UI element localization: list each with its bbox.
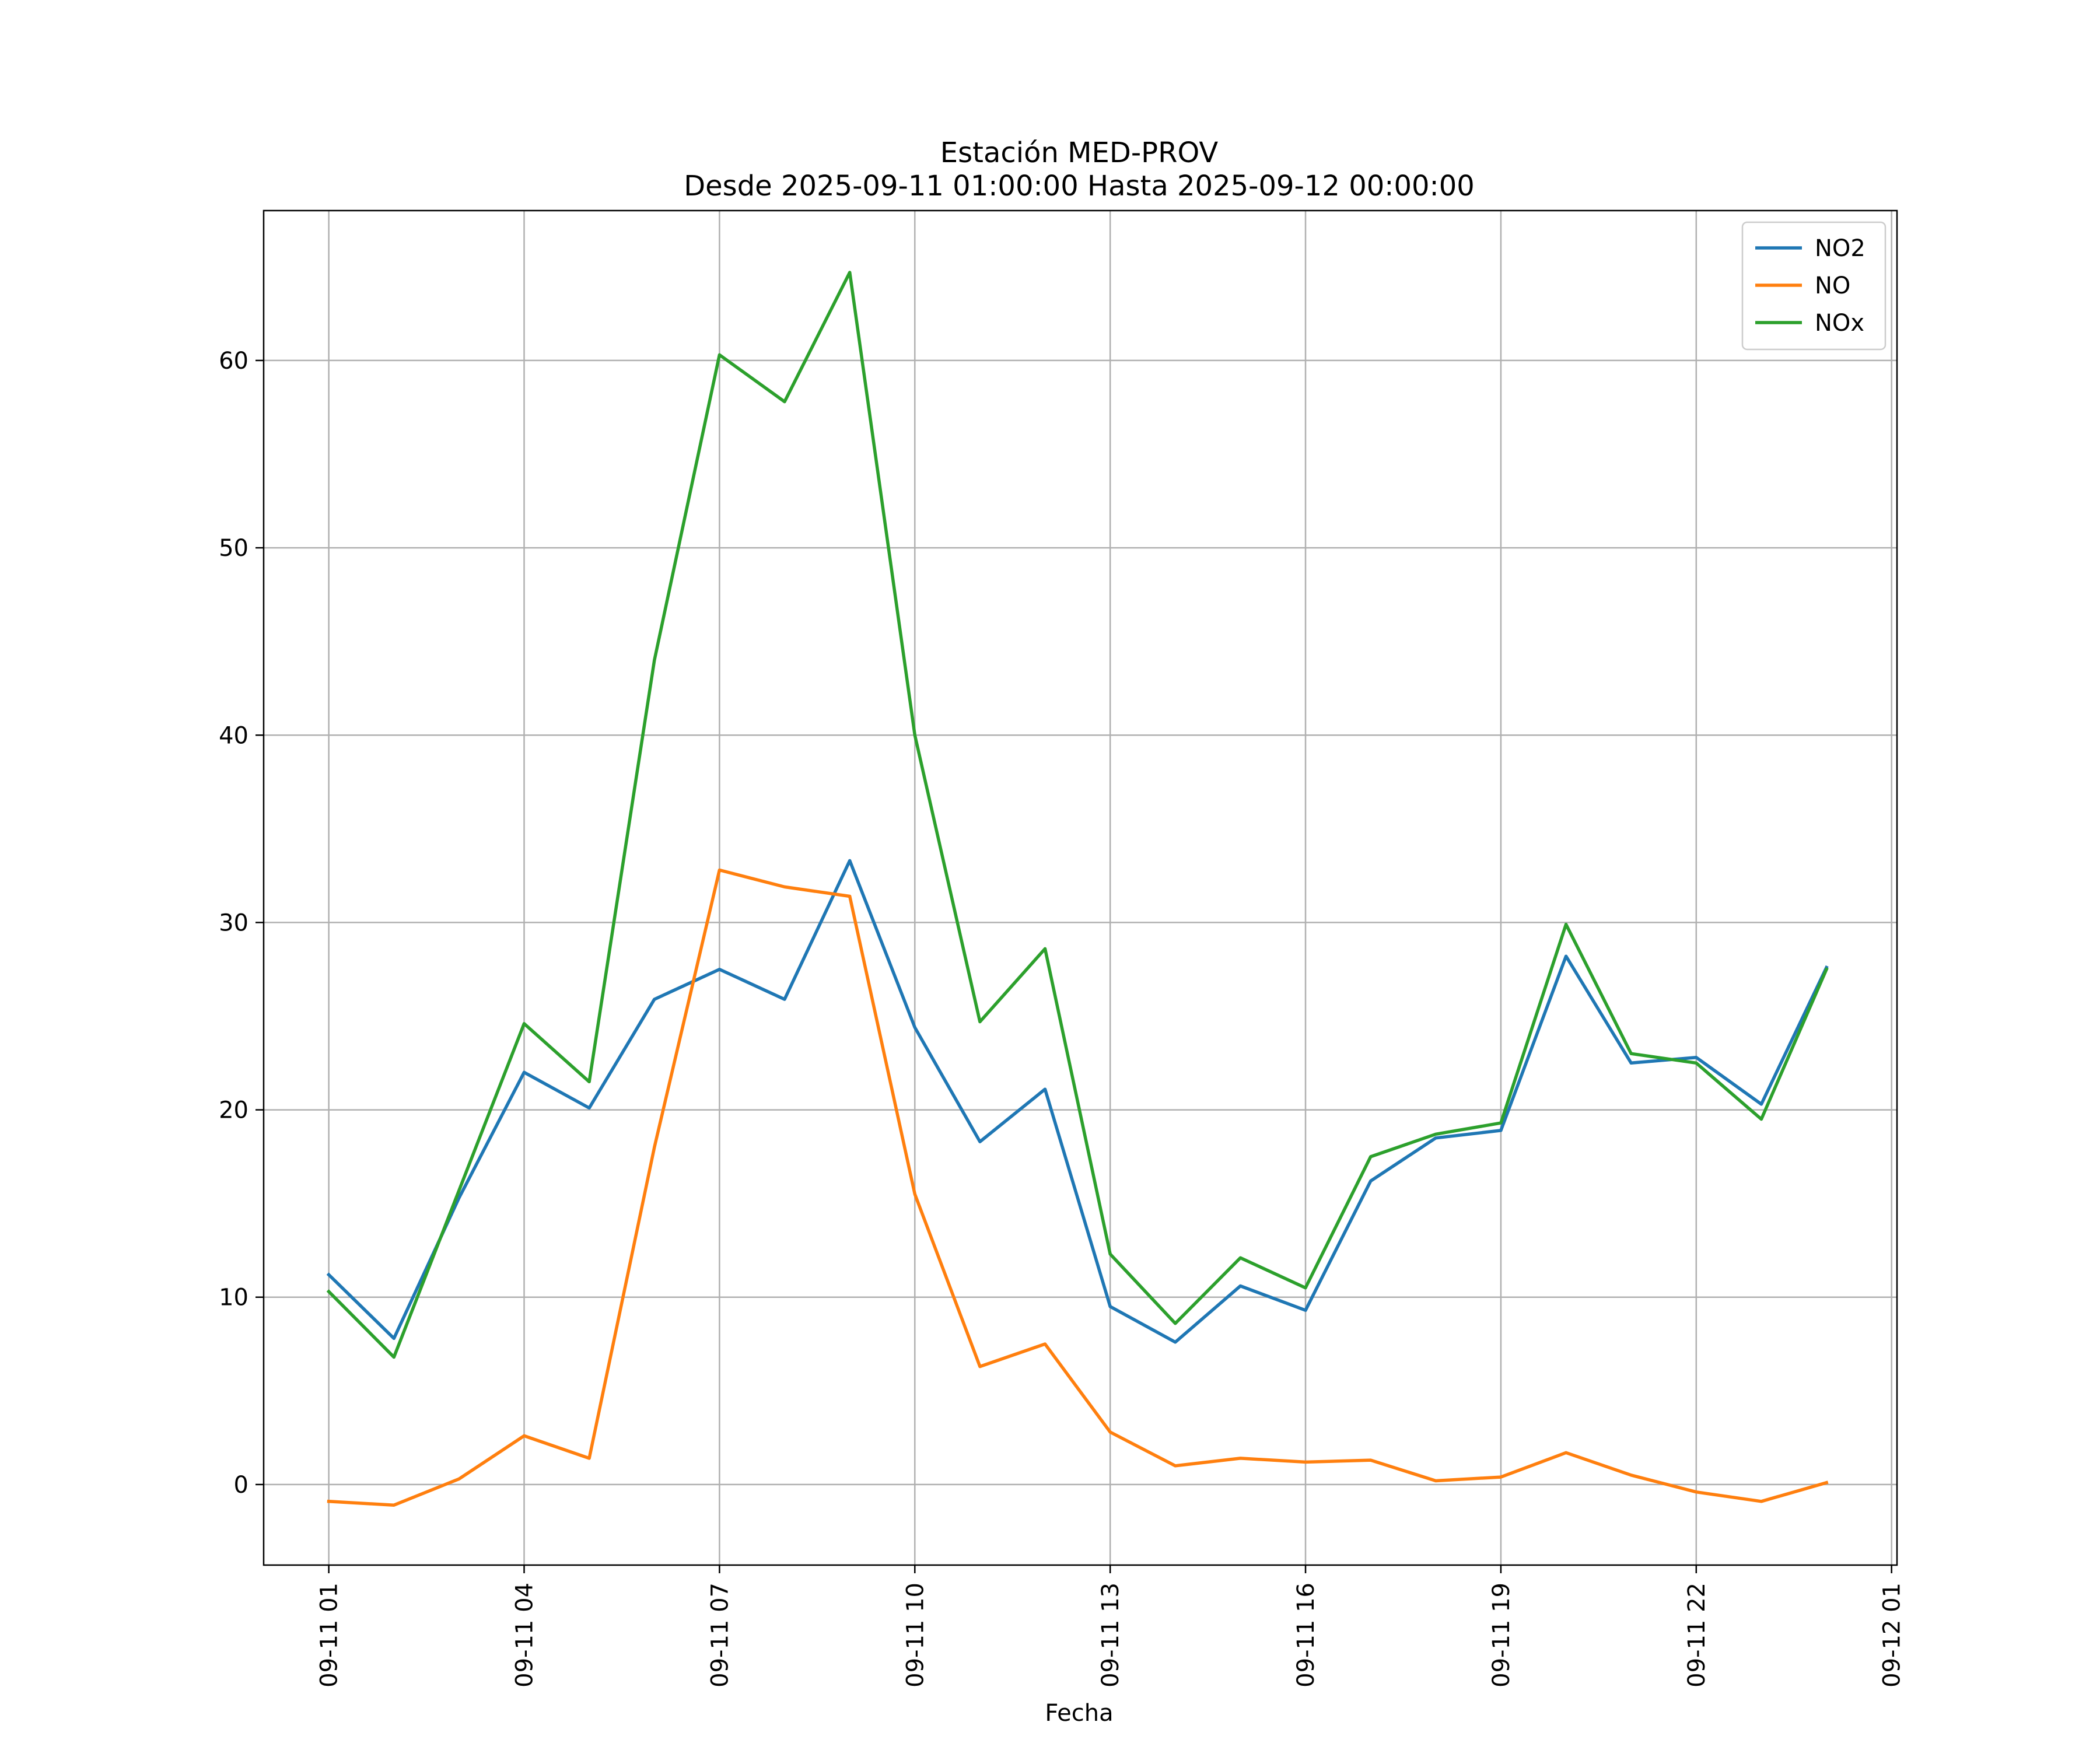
chart-title: Estación MED-PROV: [940, 136, 1219, 169]
chart-subtitle: Desde 2025-09-11 01:00:00 Hasta 2025-09-…: [684, 170, 1475, 202]
y-tick-label: 10: [219, 1284, 249, 1311]
x-tick-label: 09-11 19: [1488, 1583, 1515, 1688]
y-tick-label: 40: [219, 722, 249, 749]
grid: [264, 211, 1897, 1565]
legend-label-no2: NO2: [1815, 235, 1866, 262]
legend-box: [1741, 221, 1887, 351]
y-axis-ticks: 0 10 20 30 40 50 60: [219, 348, 264, 1499]
legend: NO2 NO NOx: [1741, 221, 1887, 351]
x-tick-label: 09-12 01: [1879, 1583, 1906, 1688]
x-tick-label: 09-11 10: [902, 1583, 929, 1688]
x-tick-label: 09-11 07: [706, 1583, 733, 1688]
legend-label-nox: NOx: [1815, 310, 1864, 337]
x-tick-label: 09-11 22: [1684, 1583, 1710, 1688]
plot-frame: [262, 209, 1898, 1566]
legend-label-no: NO: [1815, 272, 1850, 299]
x-axis-ticks: 09-11 01 09-11 04 09-11 07 09-11 10 09-11 13…: [316, 1565, 1906, 1688]
y-tick-label: 50: [219, 535, 249, 562]
y-tick-label: 30: [219, 909, 249, 936]
series-line-nox: [326, 271, 1829, 1359]
y-tick-label: 20: [219, 1097, 249, 1124]
series-line-no: [327, 868, 1829, 1507]
y-tick-label: 60: [219, 348, 249, 374]
x-tick-label: 09-11 13: [1097, 1583, 1124, 1688]
y-tick-label: 0: [234, 1472, 249, 1499]
x-axis-label: Fecha: [1045, 1700, 1113, 1727]
x-tick-label: 09-11 01: [316, 1583, 343, 1688]
series-line-no2: [326, 859, 1829, 1344]
x-tick-label: 09-11 04: [512, 1583, 538, 1688]
x-tick-label: 09-11 16: [1293, 1583, 1320, 1688]
series-lines: [326, 271, 1829, 1507]
